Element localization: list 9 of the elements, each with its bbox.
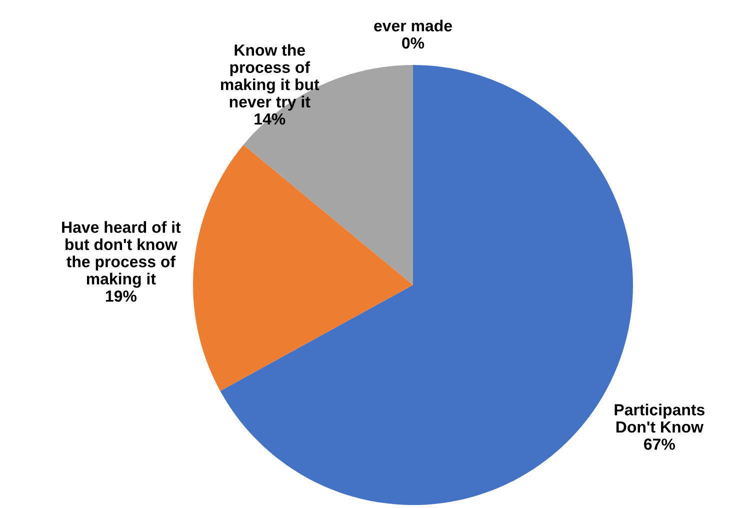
category-label: ever made xyxy=(374,20,452,32)
slice-label: Participants Don't Know xyxy=(614,404,704,433)
slice-label: Know the process of making it but never try it xyxy=(221,44,320,111)
text: 0% xyxy=(402,37,424,49)
pie-slice xyxy=(193,144,413,391)
data-label: 19% xyxy=(106,290,136,302)
slice-label: Have heard of it but don't know the process of making it xyxy=(62,221,181,288)
data-label: 14% xyxy=(254,113,286,125)
data-label: 67% xyxy=(644,438,675,450)
